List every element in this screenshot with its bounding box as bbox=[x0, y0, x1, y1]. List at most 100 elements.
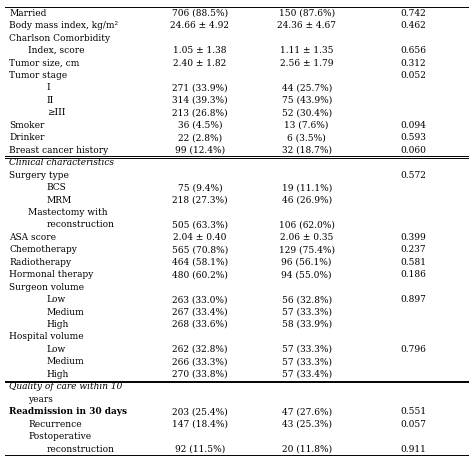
Text: 2.56 ± 1.79: 2.56 ± 1.79 bbox=[280, 59, 333, 68]
Text: 203 (25.4%): 203 (25.4%) bbox=[172, 407, 228, 416]
Text: Index, score: Index, score bbox=[28, 46, 84, 55]
Text: 94 (55.0%): 94 (55.0%) bbox=[282, 270, 332, 279]
Text: 0.399: 0.399 bbox=[401, 233, 427, 242]
Text: 0.237: 0.237 bbox=[401, 246, 426, 255]
Text: Surgeon volume: Surgeon volume bbox=[9, 283, 84, 292]
Text: 2.40 ± 1.82: 2.40 ± 1.82 bbox=[173, 59, 227, 68]
Text: 0.572: 0.572 bbox=[401, 171, 427, 180]
Text: years: years bbox=[28, 395, 53, 404]
Text: Quality of care within 10: Quality of care within 10 bbox=[9, 382, 123, 391]
Text: 19 (11.1%): 19 (11.1%) bbox=[282, 183, 332, 192]
Text: 0.656: 0.656 bbox=[401, 46, 427, 55]
Text: Low: Low bbox=[46, 345, 66, 354]
Text: Radiotherapy: Radiotherapy bbox=[9, 258, 72, 267]
Text: Low: Low bbox=[46, 295, 66, 304]
Text: 43 (25.3%): 43 (25.3%) bbox=[282, 419, 332, 428]
Text: MRM: MRM bbox=[46, 195, 72, 204]
Text: 565 (70.8%): 565 (70.8%) bbox=[172, 246, 228, 255]
Text: Recurrence: Recurrence bbox=[28, 419, 82, 428]
Text: Chemotherapy: Chemotherapy bbox=[9, 246, 77, 255]
Text: Breast cancer history: Breast cancer history bbox=[9, 146, 109, 155]
Text: 213 (26.8%): 213 (26.8%) bbox=[172, 109, 228, 118]
Text: 505 (63.3%): 505 (63.3%) bbox=[172, 220, 228, 229]
Text: 22 (2.8%): 22 (2.8%) bbox=[178, 133, 222, 142]
Text: 0.796: 0.796 bbox=[401, 345, 427, 354]
Text: 1.11 ± 1.35: 1.11 ± 1.35 bbox=[280, 46, 333, 55]
Text: 0.052: 0.052 bbox=[401, 71, 427, 80]
Text: 24.66 ± 4.92: 24.66 ± 4.92 bbox=[170, 21, 229, 30]
Text: Mastectomy with: Mastectomy with bbox=[28, 208, 108, 217]
Text: Hormonal therapy: Hormonal therapy bbox=[9, 270, 94, 279]
Text: Readmission in 30 days: Readmission in 30 days bbox=[9, 407, 128, 416]
Text: 44 (25.7%): 44 (25.7%) bbox=[282, 83, 332, 92]
Text: 99 (12.4%): 99 (12.4%) bbox=[175, 146, 225, 155]
Text: reconstruction: reconstruction bbox=[46, 445, 115, 454]
Text: 0.094: 0.094 bbox=[401, 121, 427, 130]
Text: 57 (33.3%): 57 (33.3%) bbox=[282, 357, 332, 366]
Text: 106 (62.0%): 106 (62.0%) bbox=[279, 220, 335, 229]
Text: 57 (33.4%): 57 (33.4%) bbox=[282, 370, 332, 379]
Text: Drinker: Drinker bbox=[9, 133, 45, 142]
Text: 0.060: 0.060 bbox=[401, 146, 427, 155]
Text: 314 (39.3%): 314 (39.3%) bbox=[172, 96, 228, 105]
Text: 270 (33.8%): 270 (33.8%) bbox=[172, 370, 228, 379]
Text: 150 (87.6%): 150 (87.6%) bbox=[279, 9, 335, 18]
Text: Medium: Medium bbox=[46, 308, 84, 317]
Text: 20 (11.8%): 20 (11.8%) bbox=[282, 445, 332, 454]
Text: 263 (33.0%): 263 (33.0%) bbox=[172, 295, 228, 304]
Text: 706 (88.5%): 706 (88.5%) bbox=[172, 9, 228, 18]
Text: 13 (7.6%): 13 (7.6%) bbox=[284, 121, 329, 130]
Text: 2.06 ± 0.35: 2.06 ± 0.35 bbox=[280, 233, 333, 242]
Text: 57 (33.3%): 57 (33.3%) bbox=[282, 345, 332, 354]
Text: Charlson Comorbidity: Charlson Comorbidity bbox=[9, 34, 110, 43]
Text: 6 (3.5%): 6 (3.5%) bbox=[287, 133, 326, 142]
Text: 75 (9.4%): 75 (9.4%) bbox=[178, 183, 222, 192]
Text: 0.551: 0.551 bbox=[401, 407, 427, 416]
Text: 75 (43.9%): 75 (43.9%) bbox=[282, 96, 332, 105]
Text: Body mass index, kg/m²: Body mass index, kg/m² bbox=[9, 21, 119, 30]
Text: 147 (18.4%): 147 (18.4%) bbox=[172, 419, 228, 428]
Text: ASA score: ASA score bbox=[9, 233, 56, 242]
Text: reconstruction: reconstruction bbox=[46, 220, 115, 229]
Text: Clinical characteristics: Clinical characteristics bbox=[9, 158, 114, 167]
Text: 0.581: 0.581 bbox=[401, 258, 427, 267]
Text: 47 (27.6%): 47 (27.6%) bbox=[282, 407, 332, 416]
Text: Tumor size, cm: Tumor size, cm bbox=[9, 59, 80, 68]
Text: 57 (33.3%): 57 (33.3%) bbox=[282, 308, 332, 317]
Text: Postoperative: Postoperative bbox=[28, 432, 91, 441]
Text: 1.05 ± 1.38: 1.05 ± 1.38 bbox=[173, 46, 227, 55]
Text: 96 (56.1%): 96 (56.1%) bbox=[282, 258, 332, 267]
Text: 2.04 ± 0.40: 2.04 ± 0.40 bbox=[173, 233, 227, 242]
Text: 52 (30.4%): 52 (30.4%) bbox=[282, 109, 332, 118]
Text: 58 (33.9%): 58 (33.9%) bbox=[282, 320, 332, 329]
Text: 24.36 ± 4.67: 24.36 ± 4.67 bbox=[277, 21, 336, 30]
Text: 218 (27.3%): 218 (27.3%) bbox=[172, 195, 228, 204]
Text: 46 (26.9%): 46 (26.9%) bbox=[282, 195, 332, 204]
Text: 0.593: 0.593 bbox=[401, 133, 427, 142]
Text: 480 (60.2%): 480 (60.2%) bbox=[172, 270, 228, 279]
Text: BCS: BCS bbox=[46, 183, 66, 192]
Text: 268 (33.6%): 268 (33.6%) bbox=[172, 320, 228, 329]
Text: 271 (33.9%): 271 (33.9%) bbox=[172, 83, 228, 92]
Text: 0.742: 0.742 bbox=[401, 9, 427, 18]
Text: High: High bbox=[46, 370, 69, 379]
Text: Hospital volume: Hospital volume bbox=[9, 332, 84, 341]
Text: 0.186: 0.186 bbox=[401, 270, 427, 279]
Text: 262 (32.8%): 262 (32.8%) bbox=[172, 345, 228, 354]
Text: 32 (18.7%): 32 (18.7%) bbox=[282, 146, 332, 155]
Text: 0.057: 0.057 bbox=[401, 419, 427, 428]
Text: 36 (4.5%): 36 (4.5%) bbox=[178, 121, 222, 130]
Text: 0.911: 0.911 bbox=[401, 445, 427, 454]
Text: 0.462: 0.462 bbox=[401, 21, 427, 30]
Text: ≥III: ≥III bbox=[46, 109, 65, 118]
Text: 0.897: 0.897 bbox=[401, 295, 427, 304]
Text: Smoker: Smoker bbox=[9, 121, 45, 130]
Text: 56 (32.8%): 56 (32.8%) bbox=[282, 295, 332, 304]
Text: Tumor stage: Tumor stage bbox=[9, 71, 67, 80]
Text: Surgery type: Surgery type bbox=[9, 171, 69, 180]
Text: 0.312: 0.312 bbox=[401, 59, 426, 68]
Text: Married: Married bbox=[9, 9, 47, 18]
Text: 92 (11.5%): 92 (11.5%) bbox=[175, 445, 225, 454]
Text: 129 (75.4%): 129 (75.4%) bbox=[279, 246, 335, 255]
Text: 464 (58.1%): 464 (58.1%) bbox=[172, 258, 228, 267]
